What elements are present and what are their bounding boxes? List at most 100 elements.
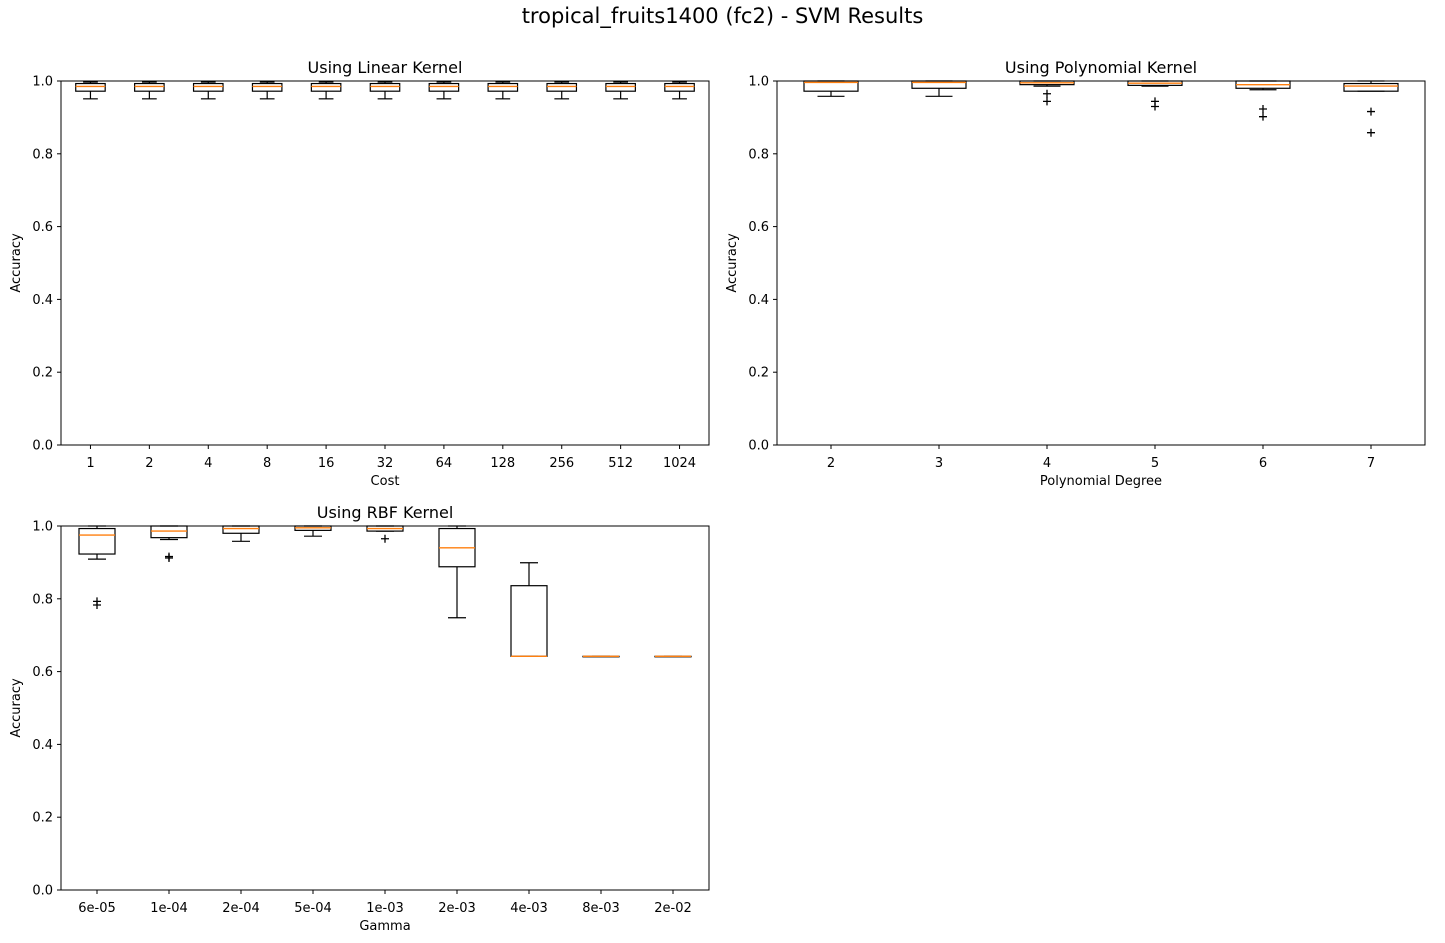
box-2	[803, 80, 859, 97]
y-tick-label: 0.8	[32, 147, 53, 162]
y-axis-label: Accuracy	[9, 678, 24, 738]
iqr-box	[75, 82, 106, 92]
x-tick-label: 4e-03	[510, 901, 548, 916]
x-axis-label: Cost	[371, 474, 400, 489]
outlier-point	[165, 554, 173, 563]
y-tick-label: 0.0	[32, 884, 53, 899]
subplot-title: Using RBF Kernel	[317, 503, 454, 522]
x-tick-label: 7	[1367, 456, 1375, 471]
x-tick-label: 5e-04	[294, 901, 332, 916]
iqr-box	[428, 82, 460, 92]
x-tick-label: 16	[318, 456, 335, 471]
y-tick-label: 0.4	[32, 738, 53, 753]
y-tick-label: 0.4	[748, 293, 769, 308]
box-128	[487, 81, 519, 100]
x-tick-label: 32	[377, 456, 394, 471]
y-axis-label: Accuracy	[9, 233, 24, 293]
y-tick-label: 0.2	[32, 366, 53, 381]
outlier-point	[1367, 107, 1375, 116]
x-tick-label: 128	[490, 456, 515, 471]
y-tick-label: 0.6	[32, 665, 53, 680]
x-tick-label: 2	[827, 456, 835, 471]
box-64	[428, 81, 460, 100]
y-tick-label: 0.6	[748, 220, 769, 235]
box-16	[310, 81, 342, 100]
x-tick-label: 5	[1151, 456, 1159, 471]
box-8e-03	[582, 655, 620, 658]
box-2e-03	[438, 525, 476, 619]
x-tick-label: 1e-03	[366, 901, 404, 916]
box-2	[134, 81, 165, 100]
box-8	[251, 81, 283, 100]
subplot-3: 0.0 0.2 0.4 0.6 0.8 1.0 6e-05 1e-04 2e-04 5e-04 1e…	[9, 503, 710, 934]
iqr-box	[310, 82, 342, 92]
x-tick-label: 8	[263, 456, 271, 471]
x-tick-label: 64	[436, 456, 453, 471]
y-tick-label: 0.8	[748, 147, 769, 162]
x-axis-label: Gamma	[359, 919, 410, 934]
iqr-box	[134, 82, 165, 92]
x-tick-label: 3	[935, 456, 943, 471]
subplot-title: Using Polynomial Kernel	[1005, 58, 1197, 77]
y-tick-label: 0.6	[32, 220, 53, 235]
iqr-box	[605, 82, 636, 92]
iqr-box	[78, 527, 116, 555]
x-tick-label: 1	[86, 456, 94, 471]
box-6	[1235, 80, 1291, 121]
x-tick-label: 512	[608, 456, 633, 471]
x-tick-label: 6	[1259, 456, 1267, 471]
iqr-box	[251, 82, 283, 92]
outlier-point	[1367, 128, 1375, 137]
x-tick-label: 1024	[663, 456, 696, 471]
iqr-box	[1343, 82, 1399, 92]
iqr-box	[222, 525, 260, 534]
axes-frame	[776, 80, 1426, 446]
figure-title: tropical_fruits1400 (fc2) - SVM Results	[521, 4, 924, 28]
box-3	[911, 80, 967, 97]
box-1e-04	[150, 525, 188, 563]
axes-frame	[60, 525, 710, 891]
x-tick-label: 2e-04	[222, 901, 260, 916]
y-tick-label: 1.0	[32, 520, 53, 535]
iqr-box	[150, 525, 188, 539]
x-tick-label: 4	[1043, 456, 1051, 471]
box-512	[605, 81, 636, 100]
subplot-2: 0.0 0.2 0.4 0.6 0.8 1.0 2 3 4 5 6 7 Using Polynomial…	[725, 58, 1426, 489]
outlier-point	[1259, 112, 1267, 121]
iqr-box	[192, 82, 224, 92]
box-6e-05	[78, 525, 116, 609]
x-tick-label: 1e-04	[150, 901, 188, 916]
box-2e-02	[654, 655, 692, 658]
x-tick-label: 256	[549, 456, 574, 471]
iqr-box	[664, 82, 695, 92]
iqr-box	[510, 585, 548, 657]
y-tick-label: 0.8	[32, 592, 53, 607]
x-axis-label: Polynomial Degree	[1040, 474, 1162, 489]
box-5e-04	[294, 525, 332, 537]
subplot-title: Using Linear Kernel	[308, 58, 463, 77]
x-tick-label: 2	[145, 456, 153, 471]
box-2e-04	[222, 525, 260, 542]
box-4	[192, 81, 224, 100]
y-tick-label: 0.2	[748, 366, 769, 381]
x-tick-label: 2e-03	[438, 901, 476, 916]
box-1024	[664, 81, 695, 100]
iqr-box	[487, 82, 519, 92]
x-tick-label: 6e-05	[78, 901, 116, 916]
box-256	[546, 81, 578, 100]
box-4	[1019, 80, 1075, 106]
y-tick-label: 0.0	[748, 439, 769, 454]
axes-frame	[60, 80, 710, 446]
outlier-point	[1043, 97, 1051, 106]
y-tick-label: 1.0	[32, 75, 53, 90]
subplot-1: 0.0 0.2 0.4 0.6 0.8 1.0 1 2 4 8 16 32 64 128 256 512 102…	[9, 58, 710, 489]
outlier-point	[381, 534, 389, 543]
iqr-box	[369, 82, 401, 92]
outlier-point	[1151, 102, 1159, 111]
y-tick-label: 0.4	[32, 293, 53, 308]
box-4e-03	[510, 562, 548, 658]
box-1e-03	[366, 525, 404, 543]
box-7	[1343, 80, 1399, 137]
outlier-point	[1259, 105, 1267, 114]
